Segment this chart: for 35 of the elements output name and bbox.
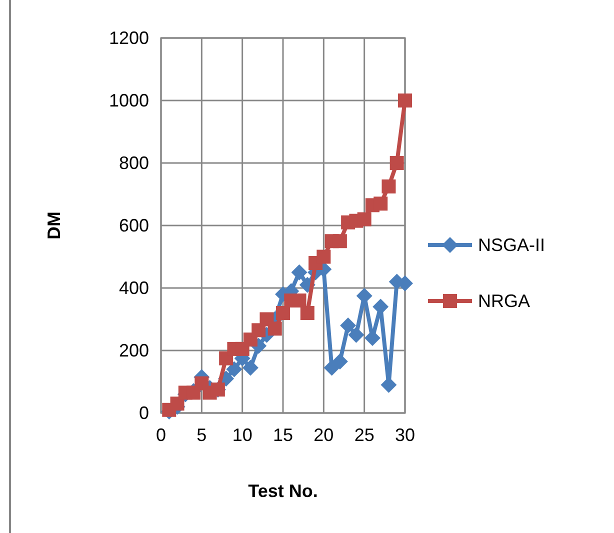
- x-tick-label: 10: [232, 425, 252, 445]
- point: [398, 94, 412, 108]
- y-tick-label: 600: [118, 216, 149, 236]
- x-tick-label: 20: [314, 425, 334, 445]
- y-tick-label: 200: [118, 340, 149, 360]
- point: [390, 156, 404, 170]
- x-tick-label: 30: [394, 425, 416, 445]
- point: [300, 306, 314, 320]
- point: [291, 264, 308, 280]
- point: [268, 322, 282, 336]
- legend-label: NRGA: [478, 291, 530, 311]
- point: [348, 326, 364, 343]
- point: [170, 396, 184, 411]
- y-tick-label: 400: [118, 278, 149, 298]
- point: [374, 196, 388, 211]
- point: [226, 361, 242, 378]
- x-tick-label: 5: [196, 425, 207, 445]
- legend-label: NSGA-II: [478, 235, 546, 255]
- y-axis-title: DM: [44, 212, 64, 240]
- y-tick-label: 1200: [108, 28, 149, 48]
- point: [332, 353, 348, 370]
- point: [332, 234, 347, 248]
- x-tick-label: 0: [156, 425, 166, 445]
- point: [382, 179, 396, 194]
- point: [357, 212, 372, 226]
- x-tick-label: 15: [272, 425, 294, 445]
- x-tick-label: 25: [354, 425, 374, 445]
- x-axis-title: Test No.: [248, 481, 318, 501]
- point: [276, 306, 290, 320]
- y-tick-label: 800: [118, 153, 149, 173]
- y-tick-label: 0: [138, 403, 149, 423]
- point: [340, 318, 356, 334]
- point: [316, 250, 331, 264]
- y-tick-label: 1000: [108, 90, 149, 110]
- point: [242, 360, 258, 376]
